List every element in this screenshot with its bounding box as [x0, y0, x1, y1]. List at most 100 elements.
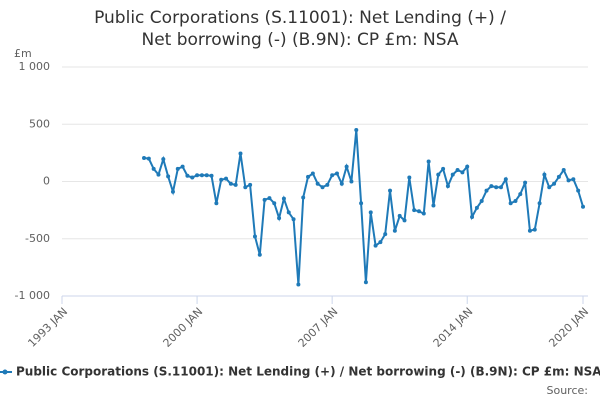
data-point: [252, 234, 257, 239]
data-point: [498, 185, 503, 190]
data-point: [219, 177, 224, 182]
data-point: [412, 208, 417, 213]
data-point: [489, 184, 494, 189]
data-point: [388, 188, 393, 193]
data-point: [325, 182, 330, 187]
data-point: [146, 156, 151, 161]
data-point: [441, 166, 446, 171]
data-point: [209, 173, 214, 178]
data-point: [180, 164, 185, 169]
data-point: [547, 185, 552, 190]
data-point: [257, 252, 262, 257]
data-point: [527, 228, 532, 233]
x-tick-label: 2007 JAN: [296, 305, 341, 350]
data-point: [199, 173, 204, 178]
data-point: [238, 151, 243, 156]
data-point: [142, 156, 147, 161]
data-point: [330, 173, 335, 178]
data-point: [426, 159, 431, 164]
data-point: [552, 181, 557, 186]
data-point: [368, 210, 373, 215]
data-point: [363, 280, 368, 285]
y-tick-label: 500: [29, 117, 50, 130]
data-point: [402, 218, 407, 223]
y-tick-label: -1 000: [15, 289, 50, 302]
data-point: [392, 228, 397, 233]
data-point: [272, 201, 277, 206]
data-point: [571, 177, 576, 182]
data-point: [185, 173, 190, 178]
data-point: [190, 175, 195, 180]
data-point: [175, 166, 180, 171]
y-tick-label: 1 000: [19, 60, 51, 73]
y-unit: £m: [14, 47, 32, 60]
data-point: [248, 182, 253, 187]
data-point: [281, 196, 286, 201]
legend-label: Public Corporations (S.11001): Net Lendi…: [16, 365, 600, 379]
data-point: [383, 232, 388, 237]
data-point: [494, 185, 499, 190]
data-point: [576, 188, 581, 193]
data-point: [460, 170, 465, 175]
data-point: [436, 172, 441, 177]
data-point: [228, 181, 233, 186]
data-point: [407, 175, 412, 180]
data-point: [233, 182, 238, 187]
data-point: [170, 189, 175, 194]
data-point: [373, 243, 378, 248]
data-point: [320, 185, 325, 190]
data-point: [455, 168, 460, 173]
data-point: [470, 214, 475, 219]
x-tick-label: 2000 JAN: [161, 305, 206, 350]
data-point: [474, 205, 479, 210]
data-point: [484, 188, 489, 193]
data-point: [344, 164, 349, 169]
data-point: [204, 173, 209, 178]
data-point: [301, 195, 306, 200]
data-point: [296, 282, 301, 287]
data-point: [561, 168, 566, 173]
data-point: [479, 198, 484, 203]
data-point: [359, 201, 364, 206]
data-point: [421, 211, 426, 216]
data-point: [581, 204, 585, 209]
data-point: [267, 196, 272, 201]
data-point: [291, 217, 296, 222]
data-point: [445, 184, 450, 189]
data-point: [306, 174, 311, 179]
data-point: [566, 178, 571, 183]
data-point: [532, 227, 537, 232]
data-point: [243, 185, 248, 190]
data-point: [156, 172, 161, 177]
data-point: [431, 203, 436, 208]
x-tick-label: 2020 JAN: [546, 305, 591, 350]
data-point: [556, 174, 561, 179]
data-point: [518, 192, 523, 197]
data-point: [503, 177, 508, 182]
data-point: [416, 209, 421, 214]
y-tick-label: 0: [43, 175, 50, 188]
legend-marker: [2, 369, 8, 375]
data-point: [354, 127, 359, 132]
data-point: [315, 181, 320, 186]
data-point: [397, 213, 402, 218]
source: Source:: [547, 384, 589, 397]
data-point: [161, 157, 166, 162]
data-point: [465, 164, 470, 169]
data-point: [286, 210, 291, 215]
data-point: [349, 179, 354, 184]
x-tick-label: 1993 JAN: [25, 305, 70, 350]
x-tick-label: 2014 JAN: [431, 305, 476, 350]
data-point: [310, 171, 315, 176]
data-point: [334, 171, 339, 176]
data-point: [537, 201, 542, 206]
data-point: [151, 166, 156, 171]
data-line: [143, 129, 584, 285]
y-tick-label: -500: [25, 232, 50, 245]
data-point: [523, 180, 528, 185]
data-point: [513, 198, 518, 203]
data-point: [166, 174, 171, 179]
data-point: [262, 197, 267, 202]
data-point: [339, 181, 344, 186]
